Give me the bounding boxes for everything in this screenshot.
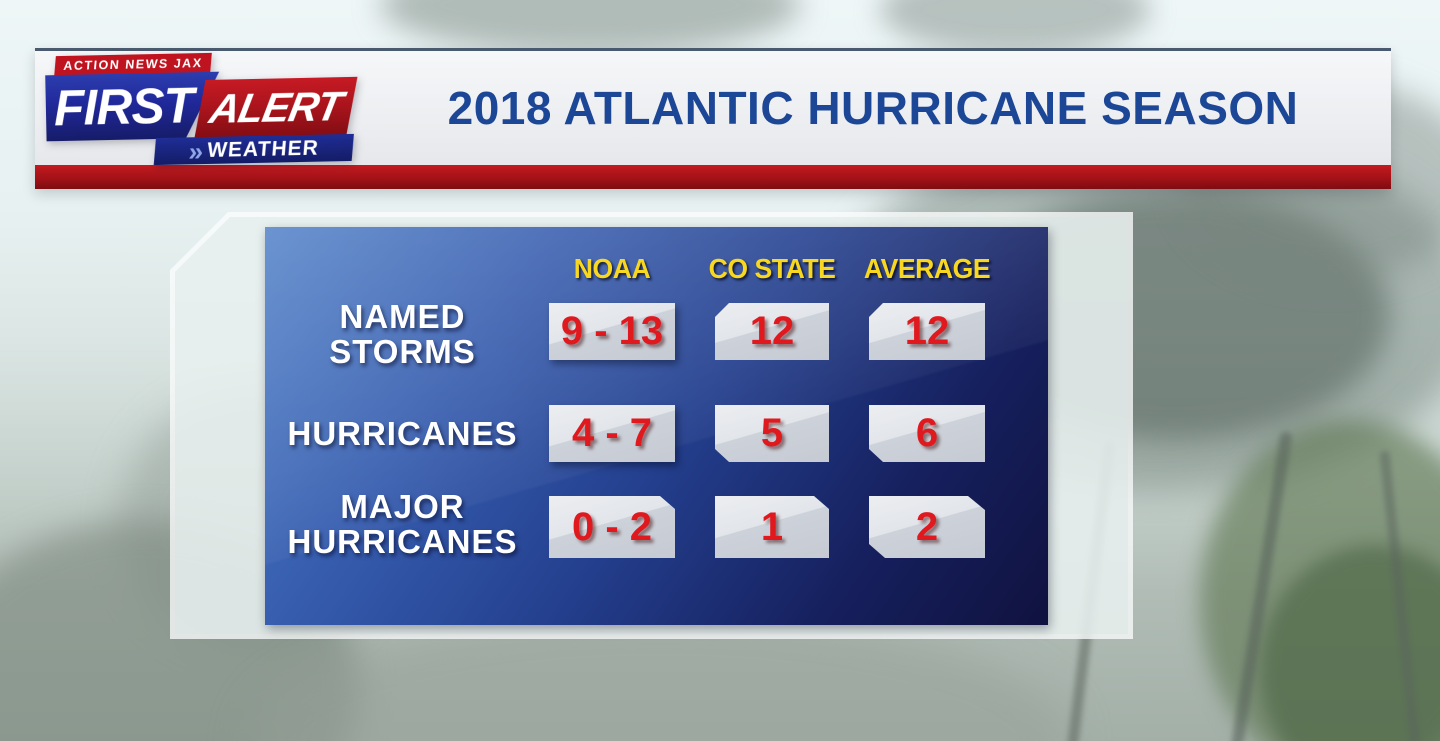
column-header-noaa: NOAA (573, 253, 651, 284)
chevrons-icon: » (187, 135, 206, 166)
forecast-table: NOAA CO STATE AVERAGE NAMED STORMS 9 - 1… (265, 227, 1048, 625)
green-tree-blob (1260, 545, 1440, 741)
banner-red-stripe (35, 165, 1391, 189)
value-named-storms-co-state: 12 (715, 303, 829, 360)
row-label-named-storms: NAMED STORMS (329, 298, 476, 370)
value-hurricanes-noaa: 4 - 7 (549, 405, 675, 462)
logo-weather-strip: » WEATHER (153, 133, 354, 166)
logo-weather-label: WEATHER (206, 136, 320, 162)
row-label-major-hurricanes: MAJOR HURRICANES (287, 488, 518, 560)
header-banner: 2018 ATLANTIC HURRICANE SEASON (35, 48, 1391, 189)
value-named-storms-average: 12 (869, 303, 985, 360)
value-major-hurricanes-average: 2 (869, 496, 985, 558)
column-header-average: AVERAGE (863, 253, 991, 284)
palm-trunk (1379, 450, 1421, 741)
value-named-storms-noaa: 9 - 13 (549, 303, 675, 360)
station-logo: ACTION NEWS JAX FIRST ALERT » WEATHER (45, 50, 365, 173)
value-major-hurricanes-noaa: 0 - 2 (549, 496, 675, 558)
palm-foliage-blob (880, 0, 1150, 55)
column-header-co-state: CO STATE (708, 253, 836, 284)
logo-alert-box: ALERT (194, 76, 358, 139)
value-hurricanes-co-state: 5 (715, 405, 829, 462)
green-tree-blob (1200, 420, 1440, 741)
page-title: 2018 ATLANTIC HURRICANE SEASON (447, 82, 1299, 134)
value-major-hurricanes-co-state: 1 (715, 496, 829, 558)
logo-first-box: FIRST (45, 72, 220, 142)
palm-foliage-blob (380, 0, 800, 55)
row-label-hurricanes: HURRICANES (287, 414, 518, 452)
value-hurricanes-average: 6 (869, 405, 985, 462)
palm-trunk (1229, 431, 1293, 741)
